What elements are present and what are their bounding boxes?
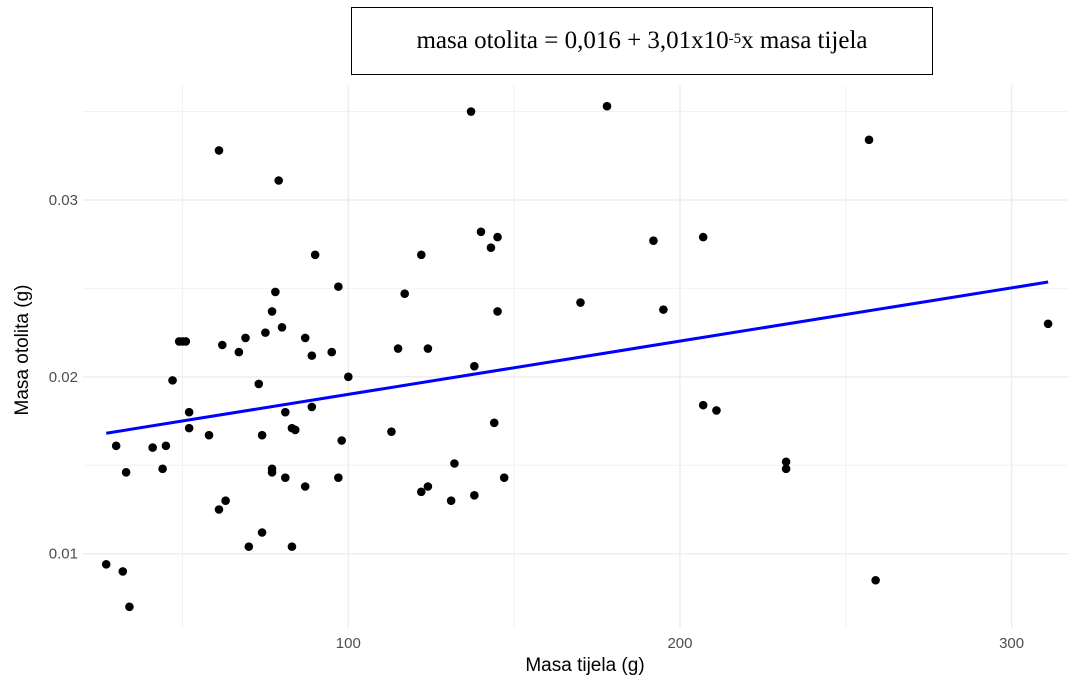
data-point (712, 406, 721, 415)
y-tick-label: 0.02 (49, 369, 78, 386)
data-point (649, 236, 658, 245)
data-point (311, 250, 320, 259)
x-axis-ticks: 100 200 300 (336, 635, 1024, 652)
data-point (1044, 319, 1053, 328)
data-point (185, 408, 194, 417)
data-point (288, 542, 297, 551)
data-point (118, 567, 127, 576)
data-point (148, 443, 157, 452)
data-point (470, 362, 479, 371)
data-point (470, 491, 479, 500)
data-point (424, 344, 433, 353)
data-point (261, 328, 270, 337)
x-axis-title: Masa tijela (g) (525, 655, 644, 676)
data-point (241, 334, 250, 343)
data-point (221, 496, 230, 505)
data-point (125, 602, 134, 611)
data-point (205, 431, 214, 440)
data-point (162, 442, 171, 451)
data-point (487, 243, 496, 252)
data-point (450, 459, 459, 468)
data-point (301, 334, 310, 343)
data-point (102, 560, 111, 569)
data-point (400, 289, 409, 298)
data-point (394, 344, 403, 353)
data-point (281, 408, 290, 417)
data-point (291, 426, 300, 435)
x-tick-label: 300 (999, 635, 1024, 652)
y-tick-label: 0.01 (49, 546, 78, 563)
data-point (185, 424, 194, 433)
data-point (308, 403, 317, 412)
data-point (699, 401, 708, 410)
data-point (182, 337, 191, 346)
data-point (301, 482, 310, 491)
data-point (215, 146, 224, 155)
data-point (493, 233, 502, 242)
data-point (659, 305, 668, 314)
data-point (158, 465, 167, 474)
data-point (268, 307, 277, 316)
y-axis-title: Masa otolita (g) (12, 285, 33, 416)
x-tick-label: 100 (336, 635, 361, 652)
data-point (576, 298, 585, 307)
data-point (112, 442, 121, 451)
data-point (218, 341, 227, 350)
data-point (281, 473, 290, 482)
data-point (699, 233, 708, 242)
data-point (424, 482, 433, 491)
data-point (258, 431, 267, 440)
data-point (493, 307, 502, 316)
data-point (871, 576, 880, 585)
data-point (417, 250, 426, 259)
data-point (467, 107, 476, 116)
data-point (271, 288, 280, 297)
data-point (274, 176, 283, 185)
data-point (268, 468, 277, 477)
data-point (603, 102, 612, 111)
data-point (387, 427, 396, 436)
x-tick-label: 200 (667, 635, 692, 652)
data-point (254, 380, 263, 389)
data-point (327, 348, 336, 357)
data-point (447, 496, 456, 505)
data-point (334, 282, 343, 291)
data-point (308, 351, 317, 360)
data-point (215, 505, 224, 514)
data-point (168, 376, 177, 385)
data-point (490, 419, 499, 428)
data-point (337, 436, 346, 445)
data-point (122, 468, 131, 477)
y-axis-ticks: 0.01 0.02 0.03 (49, 192, 78, 563)
y-tick-label: 0.03 (49, 192, 78, 209)
data-point (500, 473, 509, 482)
data-point (477, 228, 486, 237)
data-point (235, 348, 244, 357)
data-point (245, 542, 254, 551)
data-point (344, 373, 353, 382)
data-point (258, 528, 267, 537)
data-point (278, 323, 287, 332)
data-point (334, 473, 343, 482)
data-point (865, 136, 874, 145)
data-point (782, 465, 791, 474)
